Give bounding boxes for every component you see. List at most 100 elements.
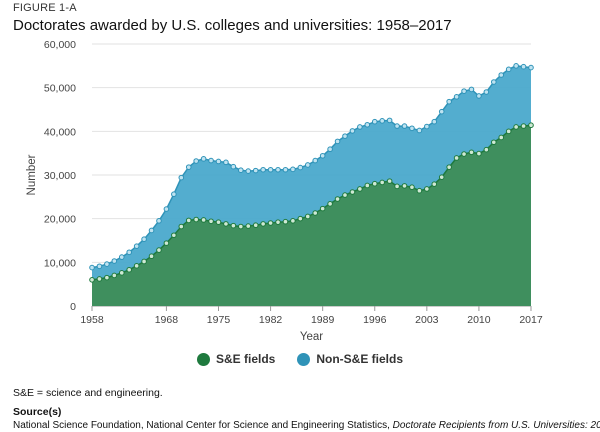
se-point [312,210,319,216]
nonse-point [290,166,296,173]
se-swatch-icon [196,352,210,366]
se-point [141,258,147,265]
nonse-point [371,118,378,125]
nonse-point [126,249,133,256]
x-tick-label: 2010 [467,314,491,326]
se-point [401,183,408,189]
se-point [223,221,229,227]
se-point [282,218,289,225]
y-axis-ticks: 0 10,000 20,000 30,000 40,000 50,000 60,000 [44,39,76,313]
nonse-point [357,124,363,130]
se-point [171,232,177,239]
se-point [111,272,118,279]
nonse-point [490,79,497,85]
se-point [267,220,274,226]
nonse-point [215,158,222,165]
nonse-point [513,63,519,69]
nonse-point [304,162,311,168]
se-point [520,123,527,129]
legend-label-nonse: Non-S&E fields [316,352,404,366]
x-axis-ticks: 1958 1968 1975 1982 1989 1996 2003 2010 2017 [80,306,543,326]
se-point [163,240,170,246]
nonse-point [431,118,438,125]
se-point [304,213,311,220]
se-point [290,218,296,224]
nonse-point [342,133,348,139]
nonse-swatch-icon [297,352,311,366]
nonse-point [96,263,103,270]
se-point [357,186,363,192]
footnote: S&E = science and engineering. [13,387,163,399]
legend: S&E fields Non-S&E fields [0,352,600,366]
se-point [178,223,185,230]
nonse-point [476,93,482,99]
nonse-point [349,128,356,134]
nonse-area [92,65,531,280]
se-point [424,186,430,192]
chart-title: Doctorates awarded by U.S. colleges and … [13,17,452,34]
nonse-point [282,166,289,173]
se-point [260,221,266,227]
nonse-point [297,164,304,171]
y-tick-label: 50,000 [44,83,76,95]
nonse-point [133,243,140,249]
se-point [364,182,371,189]
x-tick-label: 1958 [80,314,104,326]
nonse-point [141,236,147,242]
y-tick-label: 30,000 [44,170,76,182]
nonse-point [185,164,192,170]
x-tick-label: 1996 [363,314,387,326]
se-point [118,270,125,276]
y-tick-label: 40,000 [44,126,76,138]
nonse-point [252,167,259,174]
nonse-point [416,127,423,134]
x-tick-label: 2003 [415,314,439,326]
x-tick-label: 1975 [207,314,231,326]
source-text: National Science Foundation, National Ce… [13,420,600,431]
nonse-point [386,117,393,124]
nonse-point [171,191,177,198]
nonse-point [104,261,110,267]
nonse-point [498,72,505,78]
se-point [334,196,341,202]
se-point [275,219,281,225]
y-tick-label: 20,000 [44,214,76,226]
se-point [342,192,348,198]
se-point [431,181,438,187]
se-point [386,178,393,184]
nonse-point [275,166,281,173]
nonse-point [163,206,170,212]
x-tick-label: 1968 [155,314,179,326]
se-point [349,189,356,195]
chart-areas [91,65,532,306]
nonse-point [438,108,445,115]
se-point [156,247,162,253]
se-point [416,187,423,194]
legend-item-se[interactable]: S&E fields [196,352,275,366]
y-tick-label: 0 [70,301,76,313]
legend-item-nonse[interactable]: Non-S&E fields [297,352,403,366]
se-point [394,183,400,190]
se-point [96,276,103,282]
nonse-point [260,166,266,173]
se-point [327,201,333,207]
x-axis-title: Year [300,331,323,343]
figure-label: FIGURE 1-A [13,2,77,14]
nonse-point [208,157,214,164]
se-point [200,217,207,223]
x-tick-label: 1989 [311,314,335,326]
chart-markers [89,63,534,283]
x-tick-label: 2017 [519,314,543,326]
se-point [446,164,452,170]
se-point [230,222,237,229]
se-point [297,215,304,222]
nonse-point [520,63,527,70]
y-tick-label: 10,000 [44,257,76,269]
se-point [193,216,199,223]
nonse-point [468,86,475,93]
se-point [438,174,445,180]
se-point [483,146,490,153]
se-point [528,122,534,129]
nonse-point [446,98,452,105]
nonse-point [223,159,229,166]
